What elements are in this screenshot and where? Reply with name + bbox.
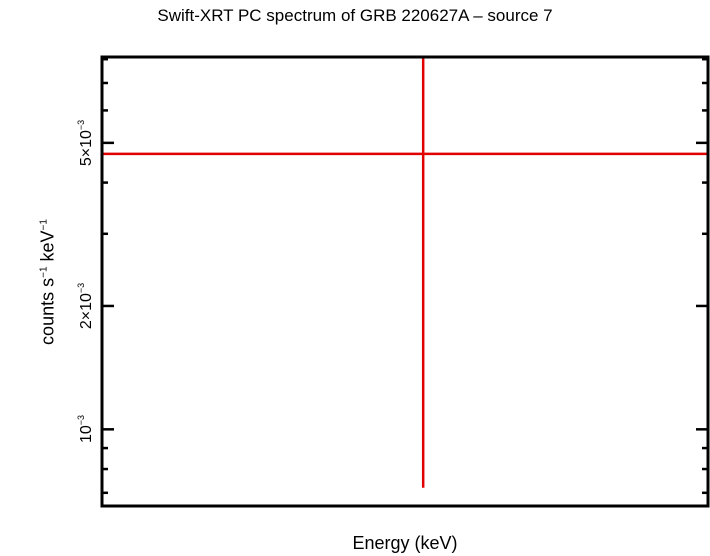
y-tick-label: 2×10−3 [76, 282, 95, 330]
chart-title: Swift-XRT PC spectrum of GRB 220627A – s… [157, 6, 553, 25]
y-tick-label: 5×10−3 [76, 119, 95, 167]
y-axis-label-prefix: counts s [37, 277, 58, 345]
y-tick-label: 10−3 [76, 415, 95, 444]
y-axis-label-exp2: −1 [38, 219, 50, 231]
plot-frame [100, 55, 710, 508]
x-axis-label: Energy (keV) [352, 533, 458, 553]
y-axis-label: counts s−1 keV−1 [38, 219, 59, 345]
y-axis-label-middle: keV [37, 230, 58, 267]
data-layer [102, 57, 708, 488]
y-axis-label-exp1: −1 [38, 266, 50, 278]
tick-marks [102, 57, 708, 495]
